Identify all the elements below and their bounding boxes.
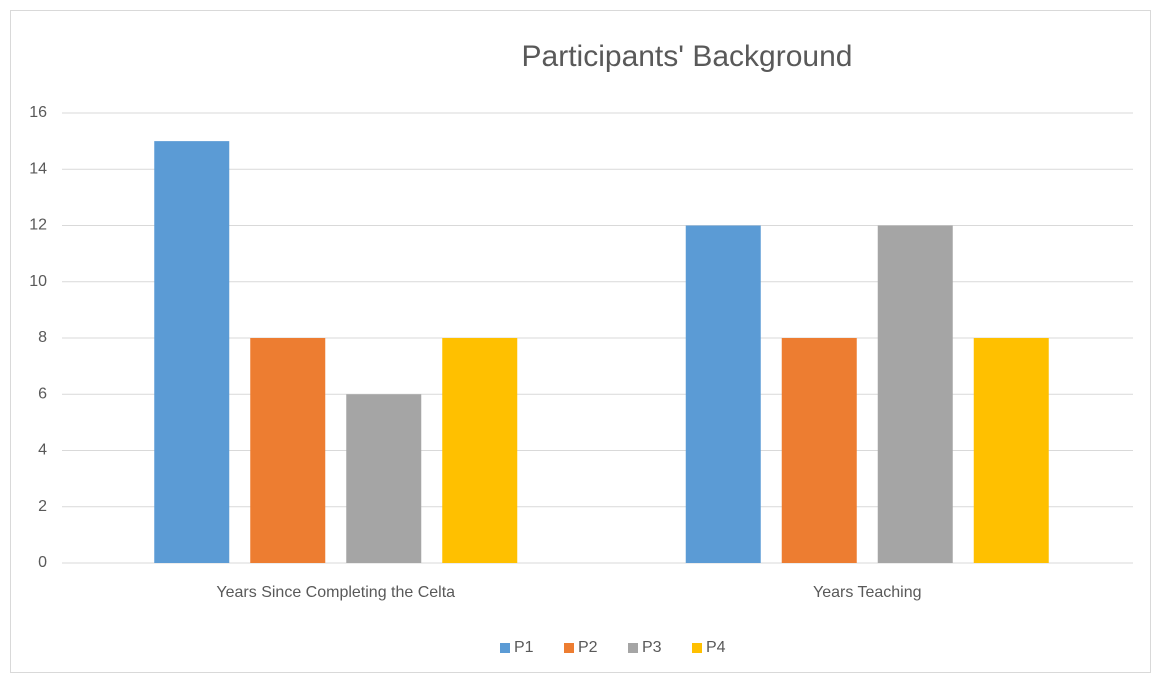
chart-title: Participants' Background: [522, 40, 853, 73]
legend-label: P2: [578, 639, 598, 656]
y-tick-label: 10: [29, 273, 47, 290]
y-tick-label: 14: [29, 160, 47, 177]
y-tick-label: 12: [29, 217, 47, 234]
y-tick-label: 2: [38, 498, 47, 515]
legend-swatch: [500, 643, 510, 653]
bar: [346, 394, 422, 563]
y-tick-label: 16: [29, 104, 47, 121]
y-tick-label: 8: [38, 329, 47, 346]
y-tick-label: 0: [38, 554, 47, 571]
legend-label: P1: [514, 639, 534, 656]
bar: [781, 338, 857, 563]
bar: [250, 338, 326, 563]
legend-swatch: [628, 643, 638, 653]
legend-label: P4: [706, 639, 726, 656]
bar: [685, 225, 761, 563]
bar: [877, 225, 953, 563]
legend-label: P3: [642, 639, 662, 656]
y-tick-label: 4: [38, 442, 47, 459]
y-tick-label: 6: [38, 385, 47, 402]
x-tick-label: Years Since Completing the Celta: [216, 584, 455, 601]
bar: [442, 338, 518, 563]
bar: [973, 338, 1049, 563]
legend-swatch: [564, 643, 574, 653]
x-tick-label: Years Teaching: [813, 584, 922, 601]
legend-swatch: [692, 643, 702, 653]
bar: [154, 141, 230, 563]
